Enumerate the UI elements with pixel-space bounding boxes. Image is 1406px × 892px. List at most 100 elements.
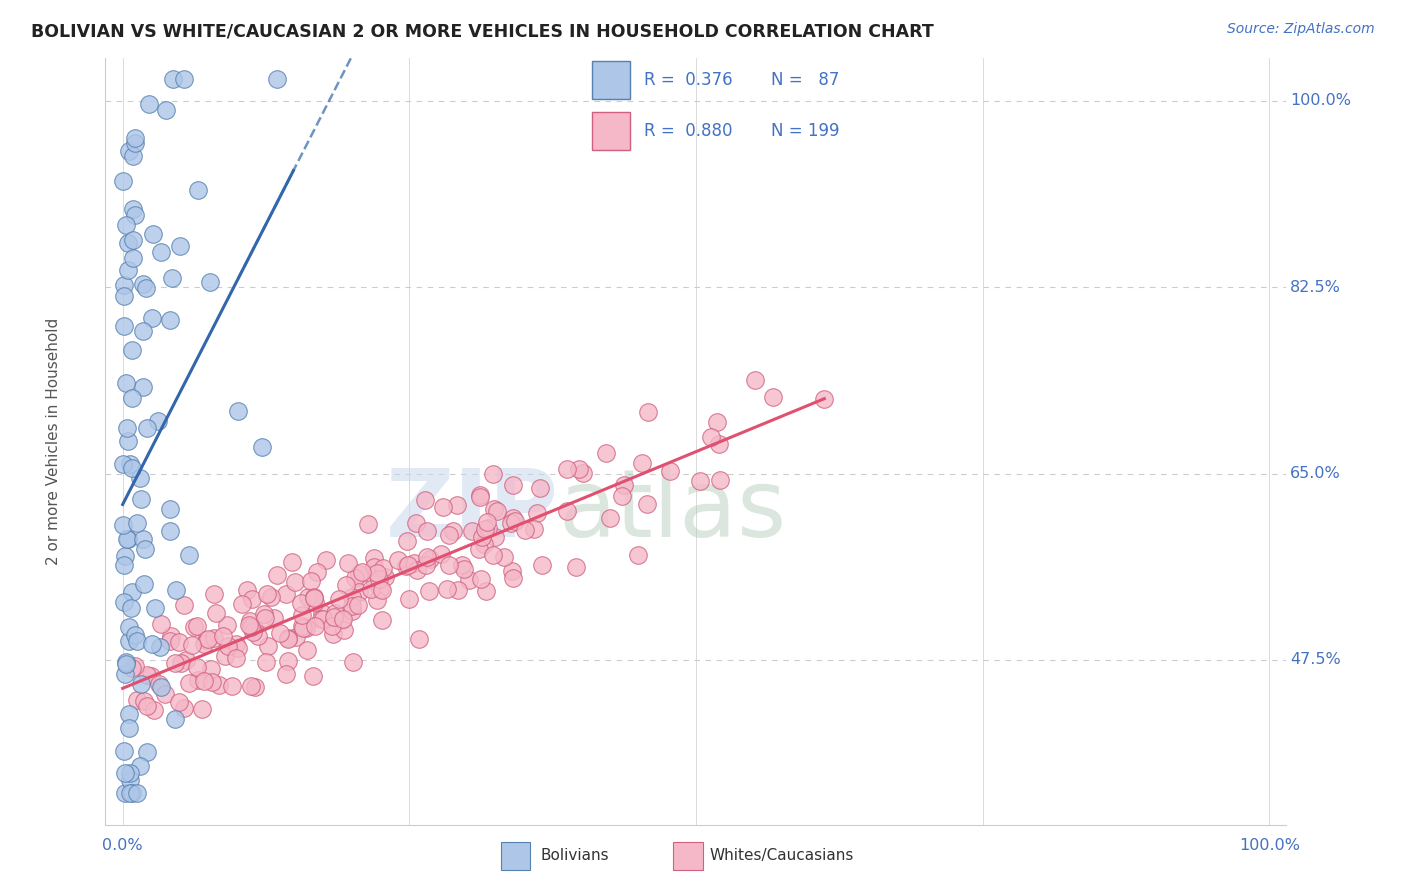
Point bbox=[243, 621, 266, 635]
Point bbox=[430, 548, 453, 562]
Point bbox=[129, 492, 152, 507]
Point bbox=[451, 558, 474, 573]
Point bbox=[610, 489, 633, 503]
Point bbox=[706, 415, 728, 429]
Point bbox=[416, 524, 439, 538]
Point bbox=[481, 548, 503, 562]
Point bbox=[291, 608, 314, 623]
Point bbox=[297, 590, 319, 604]
Point bbox=[366, 566, 388, 581]
Point bbox=[183, 620, 205, 634]
Point bbox=[813, 392, 835, 406]
Point bbox=[124, 628, 146, 642]
Point bbox=[159, 502, 181, 516]
Point bbox=[231, 597, 253, 611]
Point bbox=[139, 669, 162, 683]
Point bbox=[599, 510, 621, 524]
Point bbox=[277, 631, 299, 645]
Point bbox=[295, 621, 318, 635]
Text: atlas: atlas bbox=[558, 465, 786, 557]
Point bbox=[260, 590, 283, 604]
Text: N = 199: N = 199 bbox=[770, 122, 839, 140]
Point bbox=[117, 263, 139, 277]
Point bbox=[468, 541, 491, 556]
Point bbox=[117, 235, 139, 250]
Point bbox=[307, 566, 329, 580]
Point bbox=[274, 587, 297, 601]
Point bbox=[515, 524, 537, 538]
Point bbox=[523, 522, 546, 536]
Point bbox=[162, 271, 184, 285]
Point bbox=[468, 488, 491, 502]
Point bbox=[118, 786, 141, 800]
Point bbox=[256, 640, 278, 654]
Point bbox=[125, 786, 148, 800]
Point bbox=[254, 656, 277, 670]
Point bbox=[323, 610, 346, 624]
Point bbox=[250, 440, 273, 454]
Point bbox=[363, 574, 385, 589]
Point bbox=[290, 596, 312, 610]
Point bbox=[398, 592, 420, 607]
Point bbox=[135, 281, 157, 295]
Point bbox=[112, 744, 135, 758]
Point bbox=[321, 619, 343, 633]
Point bbox=[141, 637, 163, 651]
Point bbox=[461, 524, 484, 539]
Point bbox=[432, 500, 454, 515]
Point bbox=[363, 560, 385, 574]
Point bbox=[366, 593, 388, 607]
Point bbox=[474, 522, 496, 536]
Point bbox=[290, 619, 312, 633]
Point bbox=[173, 701, 195, 715]
Point bbox=[132, 577, 155, 591]
Point bbox=[333, 623, 356, 637]
Point bbox=[200, 662, 222, 676]
Point bbox=[302, 591, 325, 605]
Point bbox=[221, 679, 243, 693]
Point bbox=[202, 631, 225, 645]
Text: Source: ZipAtlas.com: Source: ZipAtlas.com bbox=[1227, 22, 1375, 37]
Text: 2 or more Vehicles in Household: 2 or more Vehicles in Household bbox=[46, 318, 62, 566]
Point bbox=[134, 542, 156, 557]
Point bbox=[357, 517, 380, 532]
Point bbox=[128, 759, 150, 773]
Point bbox=[179, 548, 201, 562]
Point bbox=[132, 694, 155, 708]
Point bbox=[150, 680, 173, 694]
Point bbox=[127, 693, 149, 707]
Point bbox=[114, 549, 136, 564]
Point bbox=[162, 72, 184, 87]
Point bbox=[413, 493, 436, 508]
Point bbox=[167, 695, 190, 709]
Text: Bolivians: Bolivians bbox=[540, 848, 609, 863]
Text: 82.5%: 82.5% bbox=[1289, 279, 1341, 294]
Point bbox=[143, 600, 166, 615]
Point bbox=[439, 558, 461, 573]
Point bbox=[142, 227, 165, 242]
Point bbox=[114, 218, 136, 232]
Point bbox=[595, 446, 617, 460]
Point bbox=[477, 515, 499, 529]
Point bbox=[284, 574, 307, 589]
Point bbox=[630, 456, 652, 470]
Point bbox=[484, 530, 506, 544]
Point bbox=[160, 629, 183, 643]
Point bbox=[135, 745, 157, 759]
Point bbox=[658, 464, 681, 478]
Point bbox=[121, 584, 143, 599]
Point bbox=[122, 202, 145, 216]
Point bbox=[342, 590, 364, 604]
Point bbox=[111, 174, 134, 188]
Point bbox=[148, 677, 170, 691]
Point bbox=[360, 582, 382, 596]
Point bbox=[404, 557, 426, 571]
Point bbox=[347, 585, 370, 599]
Point bbox=[323, 606, 346, 620]
Point bbox=[117, 620, 139, 634]
Point bbox=[472, 537, 495, 551]
Point bbox=[112, 595, 135, 609]
Text: 100.0%: 100.0% bbox=[1289, 93, 1351, 108]
Point bbox=[225, 637, 247, 651]
Point bbox=[112, 558, 135, 573]
